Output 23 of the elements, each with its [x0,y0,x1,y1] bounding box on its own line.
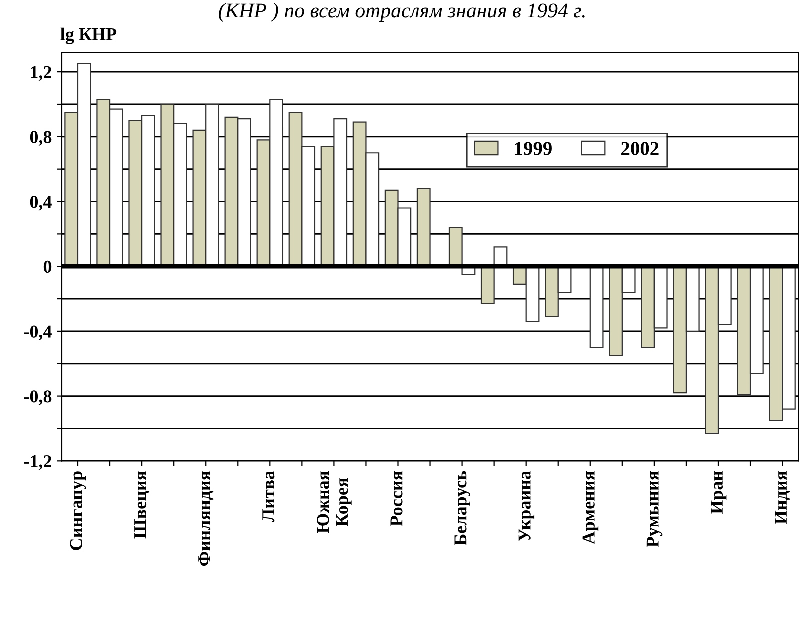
chart-title: (КНР ) по всем отраслям знания в 1994 г. [219,3,585,22]
x-tick-label: Румыния [646,471,663,548]
x-tick-label: Швеция [134,471,150,539]
legend-label: 2002 [622,142,659,156]
y-tick-label: 0 [44,260,52,274]
x-tick-label: Южная Корея [317,471,352,534]
y-tick-label: -0,8 [24,390,52,406]
x-tick-label: Финляндия [198,471,214,566]
y-tick-label: 1,2 [31,66,52,82]
y-tick-label: -0,4 [24,326,52,341]
x-tick-label: Украина [518,471,535,542]
x-tick-label: Иран [711,471,727,514]
legend-label: 1999 [515,142,552,156]
x-tick-label: Армения [582,471,599,544]
y-tick-label: 0,8 [30,131,52,146]
x-tick-label: Россия [390,471,403,526]
y-tick-label: 0,4 [30,196,52,211]
x-tick-label: Литва [262,471,275,522]
y-axis-title: lg КНР [60,28,117,44]
y-tick-label: -1,2 [24,455,52,470]
x-tick-label: Беларусь [454,471,470,546]
x-tick-label: Индия [775,471,790,524]
x-tick-label: Сингапур [70,472,86,550]
